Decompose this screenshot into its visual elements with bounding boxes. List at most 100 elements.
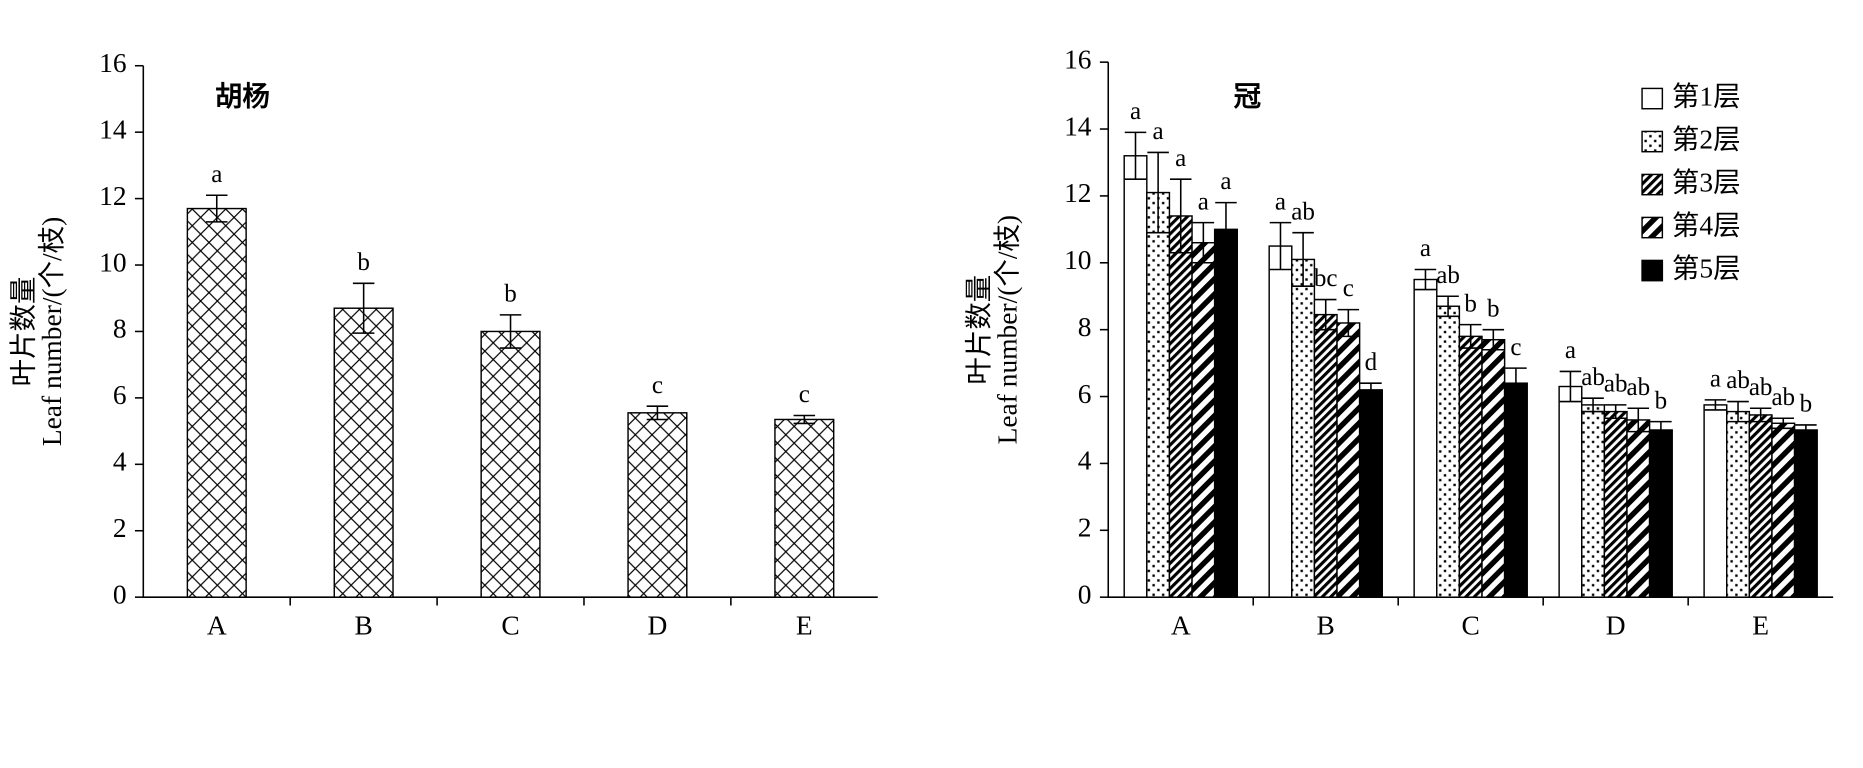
y-tick-label: 2: [1078, 513, 1092, 543]
error-bar: [1414, 268, 1437, 291]
bar: [1748, 414, 1773, 598]
significance-letter: c: [1510, 334, 1521, 361]
error-bar: [646, 405, 669, 421]
error-bar: [1795, 424, 1817, 436]
bar: [1458, 335, 1483, 598]
y-tick-label: 6: [1078, 379, 1092, 409]
y-tick-label: 2: [113, 513, 127, 543]
legend-label: 第3层: [1672, 167, 1741, 197]
chart-title: 胡杨: [215, 81, 270, 111]
y-tick-label: 6: [113, 380, 127, 410]
y-tick-label: 14: [1064, 111, 1092, 141]
bar: [333, 307, 394, 598]
bar: [1436, 305, 1461, 598]
significance-letter: ab: [1291, 198, 1315, 225]
y-tick-label: 8: [113, 314, 127, 344]
bar: [1581, 404, 1606, 598]
significance-letter: ab: [1581, 364, 1605, 391]
bar: [480, 330, 541, 598]
bar: [1191, 242, 1216, 598]
y-tick-label: 16: [99, 48, 126, 78]
bar: [1123, 155, 1148, 598]
error-bar: [1650, 420, 1672, 440]
error-bar: [1337, 308, 1360, 338]
bar: [1481, 338, 1506, 598]
significance-letter: b: [357, 249, 370, 276]
significance-letter: d: [1365, 349, 1378, 376]
x-tick-label: B: [1317, 611, 1335, 641]
legend-label: 第5层: [1672, 253, 1741, 283]
error-bar: [1482, 328, 1505, 351]
significance-letter: ab: [1749, 374, 1773, 401]
significance-letter: b: [1655, 387, 1668, 414]
significance-letter: a: [1710, 366, 1721, 393]
bar: [1793, 429, 1818, 598]
bar: [1413, 278, 1438, 598]
error-bar: [352, 282, 375, 334]
y-tick-label: 4: [113, 447, 127, 477]
error-bar: [1704, 399, 1727, 411]
bar: [1268, 245, 1293, 598]
error-bar: [1147, 151, 1169, 234]
error-bar: [1459, 323, 1482, 349]
legend-label: 第4层: [1672, 210, 1741, 240]
x-tick-label: C: [501, 611, 519, 641]
error-bar: [1749, 407, 1772, 423]
y-tick-label: 12: [1064, 178, 1091, 208]
significance-letter: bc: [1314, 265, 1338, 292]
significance-letter: b: [1487, 295, 1500, 322]
y-tick-label: 0: [1078, 579, 1092, 609]
significance-letter: b: [504, 280, 517, 307]
significance-letter: c: [652, 372, 663, 399]
bar: [1626, 419, 1651, 598]
bar: [1558, 385, 1583, 598]
bar: [1771, 422, 1796, 598]
significance-letter: c: [799, 381, 810, 408]
bar: [1213, 228, 1238, 598]
bar: [1503, 382, 1528, 598]
error-bar: [1627, 407, 1650, 433]
significance-letter: ab: [1626, 374, 1650, 401]
y-tick-label: 12: [99, 181, 126, 211]
significance-letter: ab: [1771, 384, 1795, 411]
x-tick-label: E: [1752, 611, 1769, 641]
significance-letter: c: [1343, 275, 1354, 302]
y-axis-label: Leaf number/(个/枝): [37, 217, 67, 446]
error-bar: [1772, 417, 1795, 430]
significance-letter: a: [1130, 98, 1141, 125]
error-bar: [206, 194, 228, 223]
significance-letter: a: [1220, 168, 1231, 195]
error-bar: [1360, 382, 1382, 398]
bar: [1146, 191, 1171, 598]
legend-swatch: [1641, 216, 1664, 239]
error-bar: [1559, 370, 1582, 403]
significance-letter: a: [1420, 235, 1431, 262]
legend-swatch: [1641, 130, 1664, 153]
y-tick-label: 14: [99, 114, 127, 144]
error-bar: [1215, 201, 1237, 257]
x-tick-label: E: [796, 611, 813, 641]
y-axis-label: 叶片数量: [9, 277, 39, 387]
y-tick-label: 10: [1064, 245, 1091, 275]
significance-letter: a: [1175, 145, 1186, 172]
significance-letter: a: [1153, 118, 1164, 145]
error-bar: [499, 314, 522, 349]
error-bar: [1269, 221, 1292, 271]
error-bar: [1505, 367, 1527, 399]
x-tick-label: A: [207, 611, 227, 641]
significance-letter: a: [1198, 188, 1209, 215]
error-bar: [1437, 295, 1459, 318]
y-tick-label: 10: [99, 247, 126, 277]
significance-letter: ab: [1604, 371, 1628, 398]
x-tick-label: D: [648, 611, 668, 641]
significance-letter: b: [1464, 290, 1477, 317]
bar: [186, 207, 247, 598]
y-tick-label: 16: [1064, 44, 1091, 74]
bar: [1726, 410, 1751, 598]
bar: [1603, 410, 1628, 598]
bar: [1336, 322, 1361, 598]
bar: [1703, 404, 1728, 598]
bar: [1168, 215, 1193, 598]
legend-swatch: [1641, 173, 1664, 196]
